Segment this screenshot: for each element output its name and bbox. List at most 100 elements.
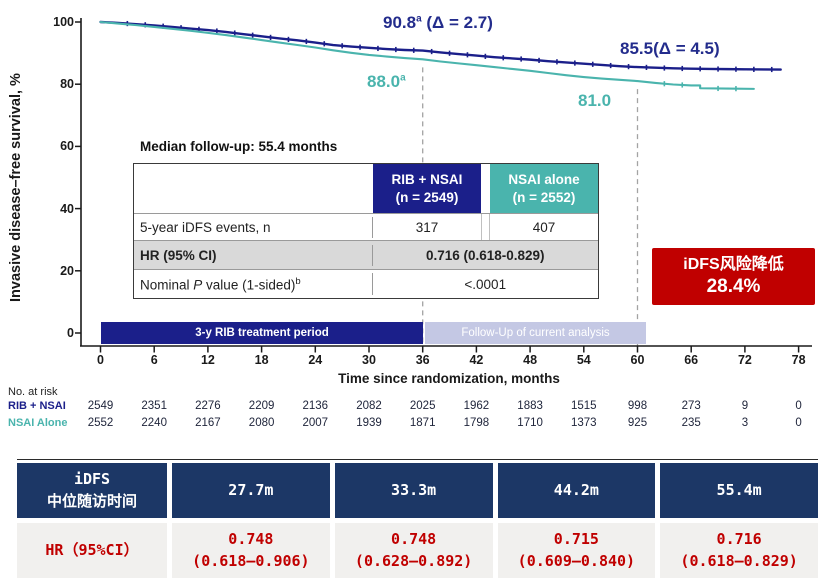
risk-reduction-label: iDFS风险降低	[683, 255, 784, 273]
events-gap	[481, 214, 490, 240]
rib-arm-n: (n = 2549)	[395, 189, 459, 205]
x-tick-label: 78	[791, 353, 806, 367]
p-label-post: value (1-sided)	[202, 277, 296, 293]
x-tick-label: 36	[415, 353, 430, 367]
x-tick-label: 42	[469, 353, 484, 367]
hr-summary-header-row: iDFS 中位随访时间 27.7m 33.3m 44.2m 55.4m	[17, 463, 818, 518]
events-row: 5-year iDFS events, n 317 407	[134, 213, 598, 240]
x-tick-label: 54	[576, 353, 591, 367]
at-risk-value: 1939	[356, 417, 382, 429]
hr-summary-header-line2: 中位随访时间	[46, 491, 137, 510]
hr-summary-header-label: iDFS 中位随访时间	[17, 463, 167, 518]
at-risk-value: 9	[741, 400, 749, 412]
at-risk-value: 998	[627, 400, 648, 412]
nsai-arm-n: (n = 2552)	[512, 189, 576, 205]
at-risk-value: 2082	[356, 400, 382, 412]
annotation-rib-36m: 90.8a (Δ = 2.7)	[383, 13, 493, 33]
annotation-delta: (Δ = 2.7)	[421, 13, 493, 32]
at-risk-value: 2167	[195, 417, 221, 429]
events-rib-value: 317	[415, 219, 439, 235]
hr-summary-header-line1: iDFS	[73, 469, 111, 488]
hr-confidence-interval: (0.618–0.829)	[680, 551, 798, 570]
hr-summary-top-border	[17, 459, 818, 460]
hr-row: HR (95% CI) 0.716 (0.618-0.829)	[134, 240, 598, 269]
hr-point-estimate: 0.748	[391, 529, 437, 548]
treatment-period-bar: 3-y RIB treatment period	[101, 322, 423, 344]
annotation-value: 90.8	[383, 13, 417, 32]
y-tick-label: 80	[60, 77, 74, 92]
at-risk-value: 1798	[463, 417, 490, 429]
annotation-value: 81.0	[578, 91, 612, 110]
annotation-value: 85.5	[620, 39, 654, 58]
median-followup-title: Median follow-up: 55.4 months	[140, 139, 338, 154]
p-value-row-label: Nominal P value (1-sided)b	[134, 272, 373, 296]
hr-confidence-interval: (0.618–0.906)	[192, 551, 310, 570]
at-risk-value: 2351	[141, 400, 167, 412]
results-header-spacer	[134, 164, 373, 213]
at-risk-value: 2080	[248, 417, 275, 429]
annotation-delta: (Δ = 4.5)	[653, 39, 720, 58]
p-label-italic: P	[193, 277, 203, 293]
p-value: <.0001	[464, 276, 507, 292]
results-table: RIB + NSAI (n = 2549) NSAI alone (n = 25…	[133, 163, 599, 299]
y-tick-label: 60	[60, 139, 74, 154]
hr-summary-data-row: HR（95%CI） 0.748 (0.618–0.906) 0.748 (0.6…	[17, 523, 818, 578]
at-risk-value: 273	[681, 400, 701, 412]
at-risk-value: 1883	[517, 400, 543, 412]
y-tick-label: 100	[53, 15, 74, 29]
rib-arm-name: RIB + NSAI	[391, 171, 463, 187]
at-risk-value: 2240	[141, 417, 167, 429]
x-tick-label: 18	[254, 353, 269, 367]
hr-row-value: 0.716 (0.618-0.829)	[425, 247, 545, 263]
followup-col-55m: 55.4m	[660, 463, 818, 518]
hr-confidence-interval: (0.609–0.840)	[517, 551, 636, 570]
x-tick-label: 6	[150, 353, 158, 367]
x-tick-label: 60	[630, 353, 645, 367]
annotation-footnote: a	[416, 13, 422, 25]
at-risk-value: 1871	[409, 417, 436, 429]
y-tick-label: 0	[67, 326, 74, 340]
annotation-value: 88.0	[367, 72, 401, 91]
at-risk-value: 3	[741, 417, 749, 429]
y-tick-label: 40	[60, 201, 74, 216]
annotation-footnote: a	[400, 72, 406, 84]
x-tick-label: 72	[737, 353, 752, 367]
x-tick-label: 24	[308, 353, 323, 367]
at-risk-value: 2007	[302, 417, 329, 429]
hr-confidence-interval: (0.628–0.892)	[354, 551, 473, 570]
survival-curve-nsai-alone	[99, 20, 755, 90]
followup-period-bar: Follow-Up of current analysis	[425, 322, 646, 344]
nsai-arm-name: NSAI alone	[508, 171, 580, 187]
at-risk-title: No. at risk	[8, 386, 58, 398]
events-nsai-value: 407	[532, 219, 556, 235]
results-table-header: RIB + NSAI (n = 2549) NSAI alone (n = 25…	[134, 164, 598, 213]
hr-row-label: HR (95% CI)	[134, 244, 373, 266]
p-label-pre: Nominal	[140, 277, 194, 293]
survival-plot	[75, 18, 812, 353]
at-risk-value: 2276	[195, 400, 221, 412]
x-tick-label: 30	[362, 353, 376, 367]
hr-summary-row-label: HR（95%CI）	[17, 523, 167, 578]
at-risk-value: 1710	[517, 417, 543, 429]
at-risk-value: 1515	[571, 400, 597, 412]
at-risk-value: 235	[681, 417, 701, 429]
at-risk-value: 2136	[302, 400, 329, 412]
p-label-footnote: b	[295, 275, 301, 287]
followup-col-33m: 33.3m	[334, 463, 493, 518]
followup-col-27m: 27.7m	[172, 463, 330, 518]
at-risk-value: 0	[795, 400, 802, 412]
x-tick-label: 12	[200, 353, 215, 367]
hr-value-33m: 0.748 (0.628–0.892)	[334, 523, 493, 578]
y-axis-label: Invasive disease–free survival, %	[8, 73, 24, 302]
results-header-nsai: NSAI alone (n = 2552)	[490, 164, 598, 213]
hr-value-55m: 0.716 (0.618–0.829)	[660, 523, 818, 578]
events-row-label: 5-year iDFS events, n	[134, 216, 373, 238]
followup-col-44m: 44.2m	[497, 463, 656, 518]
annotation-nsai-36m: 88.0a	[367, 72, 406, 92]
at-risk-value: 0	[795, 417, 802, 429]
annotation-nsai-60m: 81.0	[578, 91, 611, 111]
at-risk-value: 2552	[87, 417, 114, 429]
at-risk-value: 1373	[571, 417, 597, 429]
at-risk-value: 2209	[248, 400, 275, 412]
results-header-gap	[481, 164, 490, 213]
